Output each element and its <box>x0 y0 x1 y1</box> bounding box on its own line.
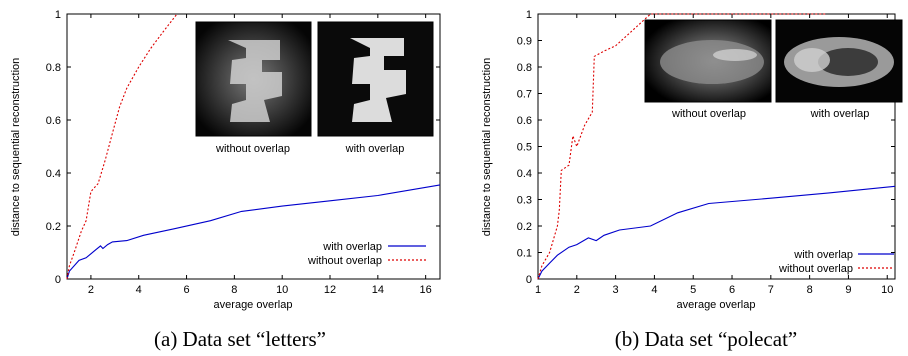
ytick-label-polecat: 0.7 <box>517 89 532 101</box>
xtick-label-letters: 8 <box>231 284 237 296</box>
series-line-without-overlap-letters <box>66 13 178 280</box>
inset-label-without-overlap-polecat: without overlap <box>671 108 746 120</box>
caption-polecat: (b) Data set “polecat” <box>615 327 797 351</box>
xtick-label-polecat: 1 <box>535 284 541 296</box>
ytick-label-polecat: 0.2 <box>517 221 532 233</box>
ytick-label-letters: 0.6 <box>46 115 61 127</box>
letter-shape-without-overlap <box>228 40 282 122</box>
inset-label-without-overlap-letters: without overlap <box>215 143 290 155</box>
xtick-label-letters: 12 <box>324 284 336 296</box>
legend-label-without-overlap-polecat: without overlap <box>778 263 853 275</box>
xtick-label-letters: 4 <box>136 284 142 296</box>
skull-highlight-without-overlap <box>713 49 757 61</box>
xtick-label-letters: 6 <box>183 284 189 296</box>
xtick-label-letters: 14 <box>372 284 384 296</box>
ytick-label-polecat: 1 <box>526 9 532 21</box>
ytick-label-polecat: 0.9 <box>517 36 532 48</box>
xtick-label-polecat: 6 <box>729 284 735 296</box>
xlabel-polecat: average overlap <box>677 299 756 311</box>
xtick-label-polecat: 5 <box>690 284 696 296</box>
ytick-label-polecat: 0.6 <box>517 115 532 127</box>
xtick-label-polecat: 7 <box>768 284 774 296</box>
legend-label-without-overlap-letters: without overlap <box>307 255 382 267</box>
series-letters <box>66 13 441 280</box>
ytick-label-polecat: 0 <box>526 274 532 286</box>
legend-label-with-overlap-polecat: with overlap <box>793 249 853 261</box>
ticks-polecat: 1 2 3 4 5 6 7 8 9 10 0 0.1 0.2 0.3 0.4 0.5 0.6 0.7 0.8 0.9 1 <box>517 9 895 296</box>
xtick-label-letters: 10 <box>276 284 288 296</box>
ytick-label-polecat: 0.4 <box>517 168 532 180</box>
legend-letters: with overlap without overlap <box>307 241 426 267</box>
inset-images-letters: without overlap with overlap <box>195 21 434 155</box>
legend-polecat: with overlap without overlap <box>778 249 894 275</box>
series-line-with-overlap-letters <box>66 184 441 280</box>
inset-images-polecat: without overlap with overlap <box>644 19 903 120</box>
ytick-label-polecat: 0.3 <box>517 195 532 207</box>
ytick-label-letters: 0 <box>55 274 61 286</box>
plot-frame-letters <box>66 13 441 280</box>
ticks-letters: 2 4 6 8 10 12 14 16 0 0.2 0.4 0.6 0.8 1 <box>46 9 440 296</box>
xtick-label-polecat: 3 <box>613 284 619 296</box>
series-polecat <box>537 13 896 280</box>
xtick-label-letters: 16 <box>420 284 432 296</box>
series-line-with-overlap-polecat <box>537 185 896 280</box>
caption-letters: (a) Data set “letters” <box>154 327 326 351</box>
ylabel-polecat: distance to sequential reconstruction <box>481 58 493 237</box>
xtick-label-polecat: 2 <box>574 284 580 296</box>
xtick-label-polecat: 10 <box>881 284 893 296</box>
ytick-label-letters: 0.2 <box>46 221 61 233</box>
xtick-label-polecat: 4 <box>651 284 657 296</box>
xtick-label-polecat: 8 <box>807 284 813 296</box>
panel-polecat: 1 2 3 4 5 6 7 8 9 1000.10.20.30.40.50.60.70.80.91… <box>481 9 903 351</box>
ylabel-letters: distance to sequential reconstruction <box>10 58 22 237</box>
xlabel-letters: average overlap <box>214 299 293 311</box>
letter-shape-with-overlap <box>350 38 406 122</box>
skull-shape-without-overlap <box>660 40 764 84</box>
inset-label-with-overlap-letters: with overlap <box>345 143 405 155</box>
ytick-label-letters: 1 <box>55 9 61 21</box>
ytick-label-letters: 0.4 <box>46 168 61 180</box>
ytick-label-polecat: 0.8 <box>517 62 532 74</box>
xtick-label-letters: 2 <box>88 284 94 296</box>
ytick-label-polecat: 0.5 <box>517 142 532 154</box>
ytick-label-polecat: 0.1 <box>517 248 532 260</box>
panel-letters: 2 4 6 8 10 12 14 16 0 0.2 0.4 0.6 0.8 1 without overl… <box>10 9 441 351</box>
skull-inner-with-overlap <box>818 48 878 76</box>
inset-label-with-overlap-polecat: with overlap <box>810 108 870 120</box>
legend-label-with-overlap-letters: with overlap <box>322 241 382 253</box>
skull-highlight-with-overlap <box>794 48 830 72</box>
ytick-label-letters: 0.8 <box>46 62 61 74</box>
series-line-without-overlap-polecat <box>537 13 826 280</box>
xtick-label-polecat: 9 <box>845 284 851 296</box>
